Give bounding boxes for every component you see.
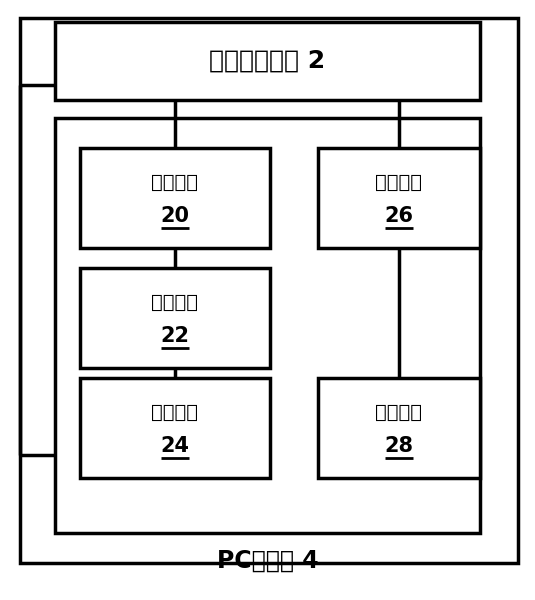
Text: 接收模块: 接收模块: [151, 173, 198, 191]
Bar: [318, 148, 480, 248]
Text: 24: 24: [160, 436, 189, 456]
Bar: [318, 378, 480, 478]
Text: PC控制台 4: PC控制台 4: [217, 549, 318, 573]
Bar: [80, 148, 270, 248]
Text: 28: 28: [385, 436, 414, 456]
Bar: [80, 268, 270, 368]
Text: 20: 20: [160, 206, 189, 226]
Text: 解码模块: 解码模块: [376, 173, 423, 191]
Text: 显示模块: 显示模块: [376, 403, 423, 421]
Text: 判断模块: 判断模块: [151, 292, 198, 311]
Text: 22: 22: [160, 326, 189, 346]
Bar: [55, 22, 480, 100]
Text: 26: 26: [385, 206, 414, 226]
Text: 多点控制单元 2: 多点控制单元 2: [209, 49, 326, 73]
Bar: [55, 118, 480, 533]
Text: 控制模块: 控制模块: [151, 403, 198, 421]
Bar: [80, 378, 270, 478]
